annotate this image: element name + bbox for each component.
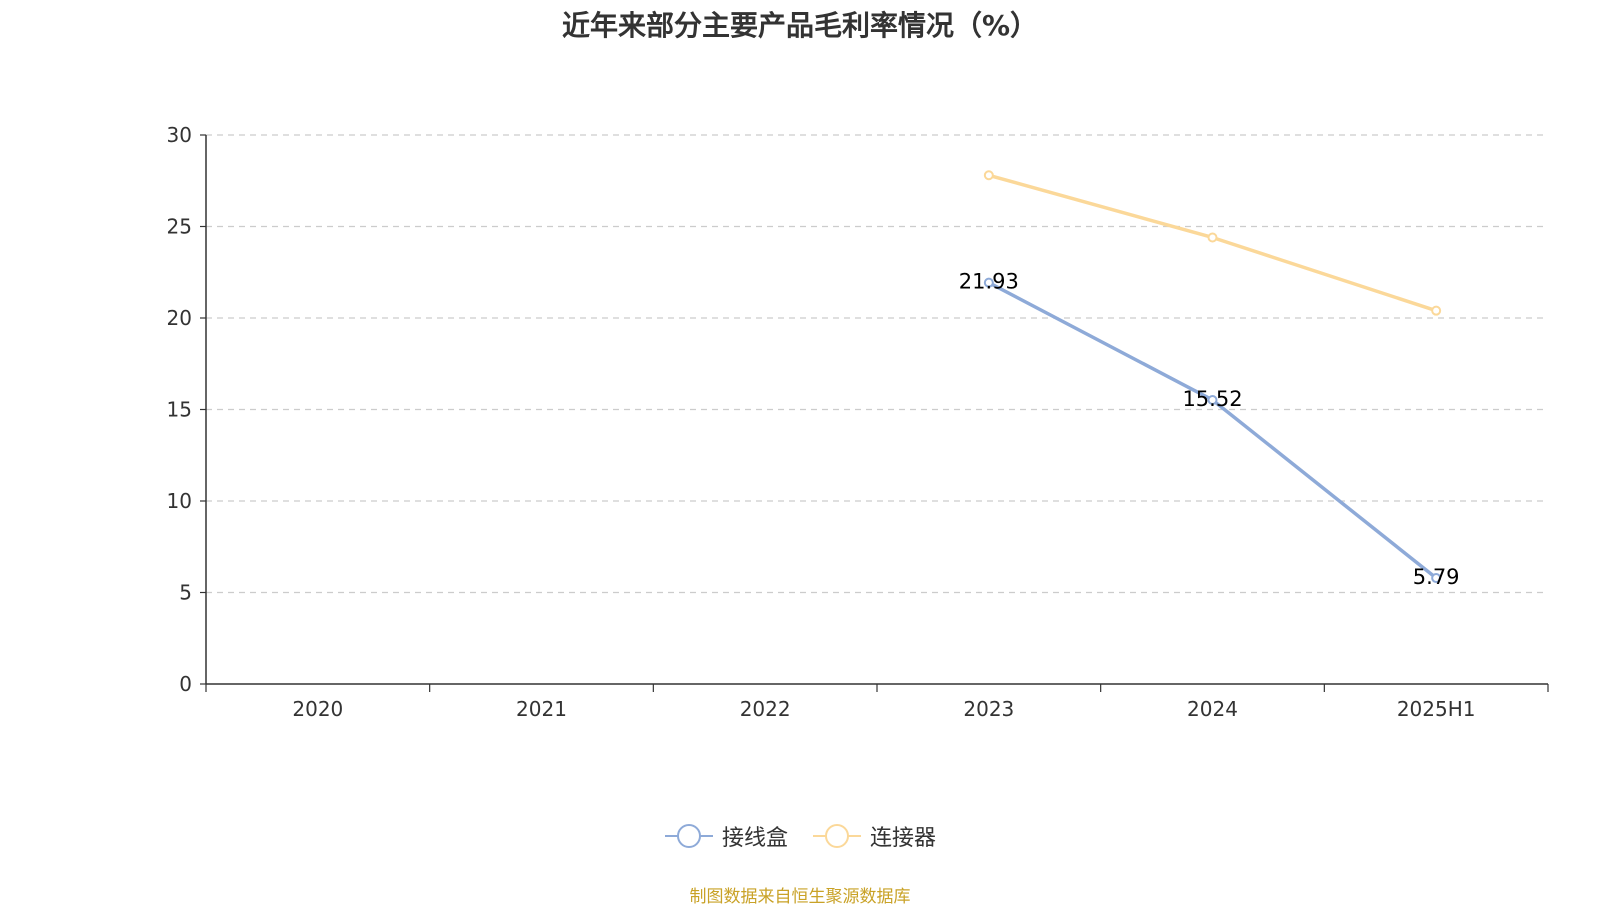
legend: 接线盒 连接器	[0, 820, 1600, 852]
data-point	[1207, 394, 1218, 405]
legend-label: 接线盒	[721, 826, 788, 851]
chart-title: 近年来部分主要产品毛利率情况（%）	[561, 9, 1039, 42]
y-tick-label: 25	[167, 215, 192, 239]
legend-marker-icon	[664, 824, 713, 848]
data-label: 15.52	[1182, 387, 1242, 411]
x-tick-label: 2020	[292, 697, 343, 721]
series-lines	[983, 170, 1442, 584]
data-point	[1207, 232, 1218, 243]
series-line-1	[988, 173, 1437, 313]
x-tick-label: 2021	[516, 697, 567, 721]
source-note: 制图数据来自恒生聚源数据库	[689, 887, 911, 907]
data-point	[983, 170, 994, 181]
x-tick-label: 2025H1	[1397, 697, 1476, 721]
y-tick-label: 5	[179, 581, 192, 605]
legend-item[interactable]: 接线盒	[664, 820, 788, 852]
grid-lines	[206, 134, 1548, 594]
data-labels: 21.93 15.52 5.79	[959, 270, 1460, 589]
x-tick-label: 2024	[1187, 697, 1238, 721]
legend-marker-icon	[813, 824, 861, 848]
x-tick-label: 2022	[740, 697, 791, 721]
x-tick-label: 2023	[963, 697, 1014, 721]
y-tick-label: 30	[167, 123, 192, 147]
y-tick-label: 0	[179, 672, 192, 696]
y-tick-label: 20	[167, 306, 192, 330]
y-tick-label: 10	[167, 489, 192, 513]
data-label: 5.79	[1413, 565, 1460, 589]
legend-label: 连接器	[870, 826, 937, 851]
series-line-0	[988, 281, 1438, 580]
axes: 0 5 10 15 20 25 30 2020 2021 2022 2023 2024 2025H1	[167, 123, 1549, 721]
data-point	[1431, 573, 1442, 584]
data-label: 21.93	[959, 270, 1019, 294]
legend-item[interactable]: 连接器	[812, 820, 936, 852]
data-point	[983, 277, 994, 288]
data-point	[1431, 305, 1442, 316]
y-tick-label: 15	[167, 398, 192, 422]
